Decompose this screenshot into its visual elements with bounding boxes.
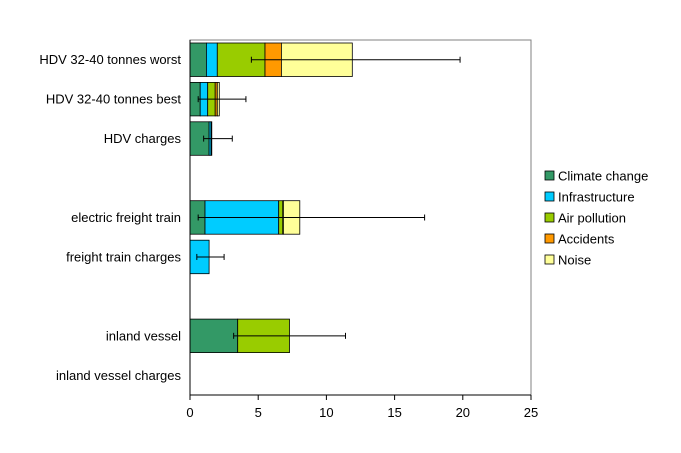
category-label: electric freight train [71,210,181,225]
x-tick-label: 15 [387,405,401,420]
x-tick-label: 10 [319,405,333,420]
category-label: inland vessel charges [56,368,182,383]
legend-label: Accidents [558,232,615,247]
category-label: HDV 32-40 tonnes best [46,92,182,107]
x-tick-label: 20 [456,405,470,420]
x-tick-label: 0 [186,405,193,420]
legend-label: Noise [558,253,591,268]
category-label: freight train charges [66,249,181,264]
category-label: inland vessel [106,328,181,343]
category-label: HDV 32-40 tonnes worst [39,52,181,67]
x-axis: 0 5 10 15 20 25 [186,40,538,420]
legend-swatch [544,191,555,202]
legend-label: Climate change [558,169,648,184]
legend-swatch [544,254,555,265]
legend-label: Air pollution [558,211,626,226]
category-labels: HDV 32-40 tonnes worst HDV 32-40 tonnes b… [39,52,181,383]
legend-swatch [544,212,555,223]
bar-segment [189,42,207,77]
bar-segment [189,318,239,354]
category-label: HDV charges [104,131,182,146]
bar-segment [205,42,218,77]
legend-swatch [544,170,555,181]
legend: Climate change Infrastructure Air pollutio… [544,169,648,268]
error-bars-group [196,56,461,339]
legend-swatch [544,233,555,244]
x-tick-label: 5 [255,405,262,420]
x-tick-label: 25 [524,405,538,420]
legend-label: Infrastructure [558,190,635,205]
